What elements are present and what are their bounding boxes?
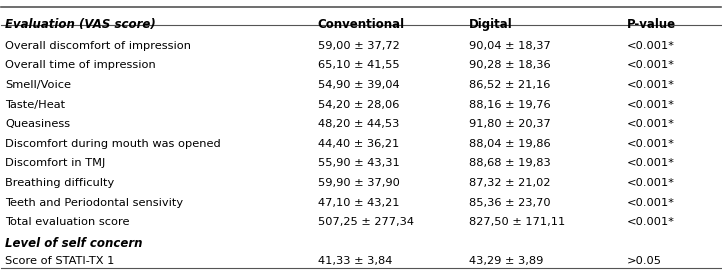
Text: 54,20 ± 28,06: 54,20 ± 28,06 [318,100,399,110]
Text: 59,00 ± 37,72: 59,00 ± 37,72 [318,41,399,51]
Text: Score of STATI-TX 1: Score of STATI-TX 1 [5,257,114,266]
Text: Total evaluation score: Total evaluation score [5,217,129,227]
Text: Discomfort during mouth was opened: Discomfort during mouth was opened [5,139,221,149]
Text: 55,90 ± 43,31: 55,90 ± 43,31 [318,158,399,169]
Text: <0.001*: <0.001* [627,217,675,227]
Text: 507,25 ± 277,34: 507,25 ± 277,34 [318,217,414,227]
Text: 90,04 ± 18,37: 90,04 ± 18,37 [469,41,551,51]
Text: <0.001*: <0.001* [627,80,675,90]
Text: <0.001*: <0.001* [627,60,675,70]
Text: <0.001*: <0.001* [627,119,675,129]
Text: 87,32 ± 21,02: 87,32 ± 21,02 [469,178,550,188]
Text: 827,50 ± 171,11: 827,50 ± 171,11 [469,217,565,227]
Text: 59,90 ± 37,90: 59,90 ± 37,90 [318,178,400,188]
Text: 90,28 ± 18,36: 90,28 ± 18,36 [469,60,550,70]
Text: >0.05: >0.05 [627,257,662,266]
Text: 65,10 ± 41,55: 65,10 ± 41,55 [318,60,399,70]
Text: <0.001*: <0.001* [627,158,675,169]
Text: Level of self concern: Level of self concern [5,237,142,250]
Text: 48,20 ± 44,53: 48,20 ± 44,53 [318,119,399,129]
Text: Taste/Heat: Taste/Heat [5,100,65,110]
Text: Smell/Voice: Smell/Voice [5,80,71,90]
Text: <0.001*: <0.001* [627,139,675,149]
Text: 44,40 ± 36,21: 44,40 ± 36,21 [318,139,399,149]
Text: Teeth and Periodontal sensivity: Teeth and Periodontal sensivity [5,198,183,208]
Text: 85,36 ± 23,70: 85,36 ± 23,70 [469,198,550,208]
Text: <0.001*: <0.001* [627,100,675,110]
Text: Evaluation (VAS score): Evaluation (VAS score) [5,18,156,31]
Text: 88,68 ± 19,83: 88,68 ± 19,83 [469,158,551,169]
Text: Discomfort in TMJ: Discomfort in TMJ [5,158,105,169]
Text: Overall discomfort of impression: Overall discomfort of impression [5,41,191,51]
Text: <0.001*: <0.001* [627,41,675,51]
Text: Breathing difficulty: Breathing difficulty [5,178,114,188]
Text: 41,33 ± 3,84: 41,33 ± 3,84 [318,257,392,266]
Text: 54,90 ± 39,04: 54,90 ± 39,04 [318,80,399,90]
Text: 88,16 ± 19,76: 88,16 ± 19,76 [469,100,550,110]
Text: P-value: P-value [627,18,677,31]
Text: <0.001*: <0.001* [627,198,675,208]
Text: Conventional: Conventional [318,18,405,31]
Text: Digital: Digital [469,18,513,31]
Text: 47,10 ± 43,21: 47,10 ± 43,21 [318,198,399,208]
Text: Queasiness: Queasiness [5,119,70,129]
Text: 43,29 ± 3,89: 43,29 ± 3,89 [469,257,543,266]
Text: 86,52 ± 21,16: 86,52 ± 21,16 [469,80,550,90]
Text: 88,04 ± 19,86: 88,04 ± 19,86 [469,139,550,149]
Text: <0.001*: <0.001* [627,178,675,188]
Text: Overall time of impression: Overall time of impression [5,60,156,70]
Text: 91,80 ± 20,37: 91,80 ± 20,37 [469,119,551,129]
